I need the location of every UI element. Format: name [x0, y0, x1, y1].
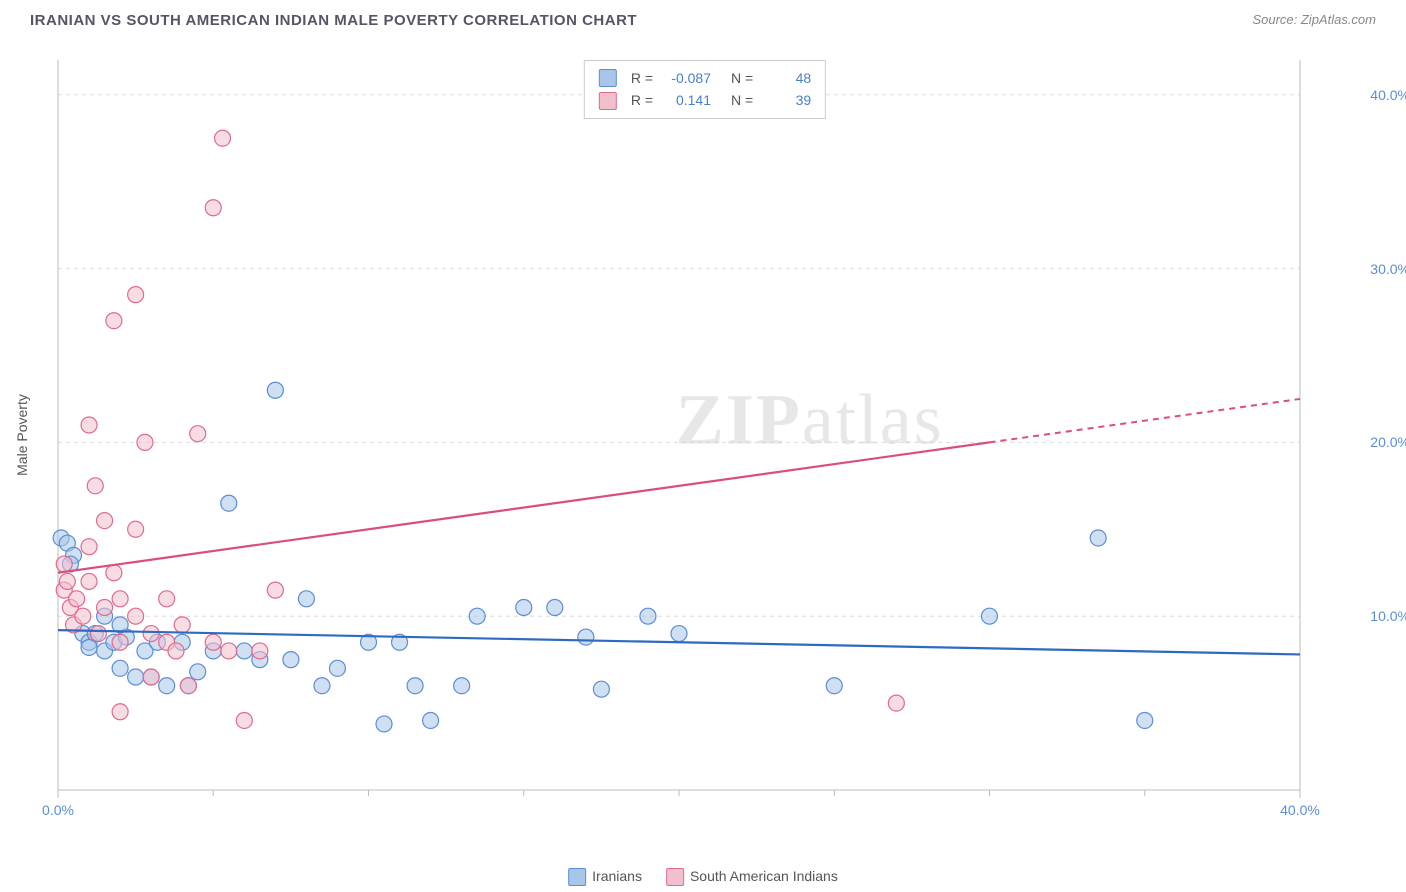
legend-swatch: [666, 868, 684, 886]
legend-item: Iranians: [568, 868, 642, 886]
correlation-row: R =-0.087N =48: [599, 67, 811, 89]
y-tick-label: 20.0%: [1370, 434, 1406, 450]
chart-title: IRANIAN VS SOUTH AMERICAN INDIAN MALE PO…: [30, 12, 637, 29]
scatter-plot: [50, 50, 1360, 820]
legend-swatch: [599, 69, 617, 87]
n-value: 39: [761, 89, 811, 111]
correlation-row: R =0.141N =39: [599, 89, 811, 111]
y-tick-label: 30.0%: [1370, 261, 1406, 277]
chart-area: Male Poverty ZIPatlas 10.0%20.0%30.0%40.…: [50, 50, 1360, 820]
legend-label: South American Indians: [690, 868, 838, 884]
legend-swatch: [599, 92, 617, 110]
y-axis-label: Male Poverty: [14, 394, 30, 476]
y-tick-label: 10.0%: [1370, 608, 1406, 624]
source-attribution: Source: ZipAtlas.com: [1252, 12, 1376, 27]
legend-item: South American Indians: [666, 868, 838, 886]
r-value: 0.141: [661, 89, 711, 111]
x-tick-label: 40.0%: [1280, 802, 1320, 818]
y-tick-label: 40.0%: [1370, 87, 1406, 103]
header: IRANIAN VS SOUTH AMERICAN INDIAN MALE PO…: [0, 0, 1406, 29]
x-tick-label: 0.0%: [42, 802, 74, 818]
n-value: 48: [761, 67, 811, 89]
legend-swatch: [568, 868, 586, 886]
legend-label: Iranians: [592, 868, 642, 884]
bottom-legend: Iranians South American Indians: [568, 868, 838, 886]
correlation-box: R =-0.087N =48R =0.141N =39: [584, 60, 826, 119]
r-value: -0.087: [661, 67, 711, 89]
